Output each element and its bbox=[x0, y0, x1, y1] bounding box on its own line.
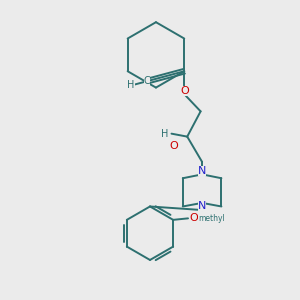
Text: methyl: methyl bbox=[198, 214, 225, 223]
Text: N: N bbox=[198, 166, 206, 176]
Text: H: H bbox=[128, 80, 135, 91]
Text: O: O bbox=[169, 141, 178, 151]
Text: O: O bbox=[189, 213, 198, 224]
Text: N: N bbox=[198, 202, 206, 212]
Text: C: C bbox=[144, 76, 150, 86]
Text: H: H bbox=[161, 129, 169, 139]
Text: O: O bbox=[180, 85, 189, 96]
